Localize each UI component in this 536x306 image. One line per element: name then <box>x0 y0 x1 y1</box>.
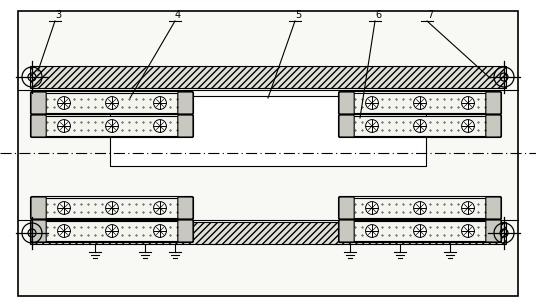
FancyBboxPatch shape <box>339 115 354 137</box>
Circle shape <box>106 97 118 110</box>
Circle shape <box>461 202 474 215</box>
Bar <box>43 93 181 113</box>
Bar <box>351 116 489 136</box>
Bar <box>110 96 426 166</box>
FancyBboxPatch shape <box>486 220 501 242</box>
Circle shape <box>57 97 70 110</box>
Bar <box>351 221 489 241</box>
Circle shape <box>154 225 166 237</box>
FancyBboxPatch shape <box>486 197 501 219</box>
Circle shape <box>461 97 474 110</box>
Text: 7: 7 <box>427 10 433 20</box>
Circle shape <box>106 202 118 215</box>
Circle shape <box>414 225 427 237</box>
Circle shape <box>414 97 427 110</box>
FancyBboxPatch shape <box>486 115 501 137</box>
Bar <box>351 198 489 218</box>
FancyBboxPatch shape <box>339 197 354 219</box>
FancyBboxPatch shape <box>178 92 193 114</box>
Circle shape <box>366 202 378 215</box>
FancyBboxPatch shape <box>486 92 501 114</box>
Circle shape <box>414 202 427 215</box>
FancyBboxPatch shape <box>178 115 193 137</box>
Circle shape <box>461 120 474 132</box>
Bar <box>43 198 181 218</box>
FancyBboxPatch shape <box>339 92 354 114</box>
FancyBboxPatch shape <box>178 220 193 242</box>
Text: 5: 5 <box>295 10 301 20</box>
Text: 4: 4 <box>175 10 181 20</box>
FancyBboxPatch shape <box>31 220 46 242</box>
Bar <box>43 221 181 241</box>
Circle shape <box>366 97 378 110</box>
Circle shape <box>57 120 70 132</box>
Bar <box>30 222 506 244</box>
Circle shape <box>366 120 378 132</box>
Circle shape <box>154 202 166 215</box>
Circle shape <box>106 225 118 237</box>
Circle shape <box>414 120 427 132</box>
Circle shape <box>461 225 474 237</box>
Text: 6: 6 <box>375 10 381 20</box>
FancyBboxPatch shape <box>31 197 46 219</box>
FancyBboxPatch shape <box>31 115 46 137</box>
Circle shape <box>106 120 118 132</box>
Text: 3: 3 <box>55 10 61 20</box>
Bar <box>351 93 489 113</box>
Circle shape <box>154 97 166 110</box>
FancyBboxPatch shape <box>178 197 193 219</box>
Circle shape <box>57 225 70 237</box>
Circle shape <box>366 225 378 237</box>
Circle shape <box>154 120 166 132</box>
Bar <box>30 66 506 88</box>
FancyBboxPatch shape <box>339 220 354 242</box>
Circle shape <box>57 202 70 215</box>
Bar <box>43 116 181 136</box>
FancyBboxPatch shape <box>31 92 46 114</box>
